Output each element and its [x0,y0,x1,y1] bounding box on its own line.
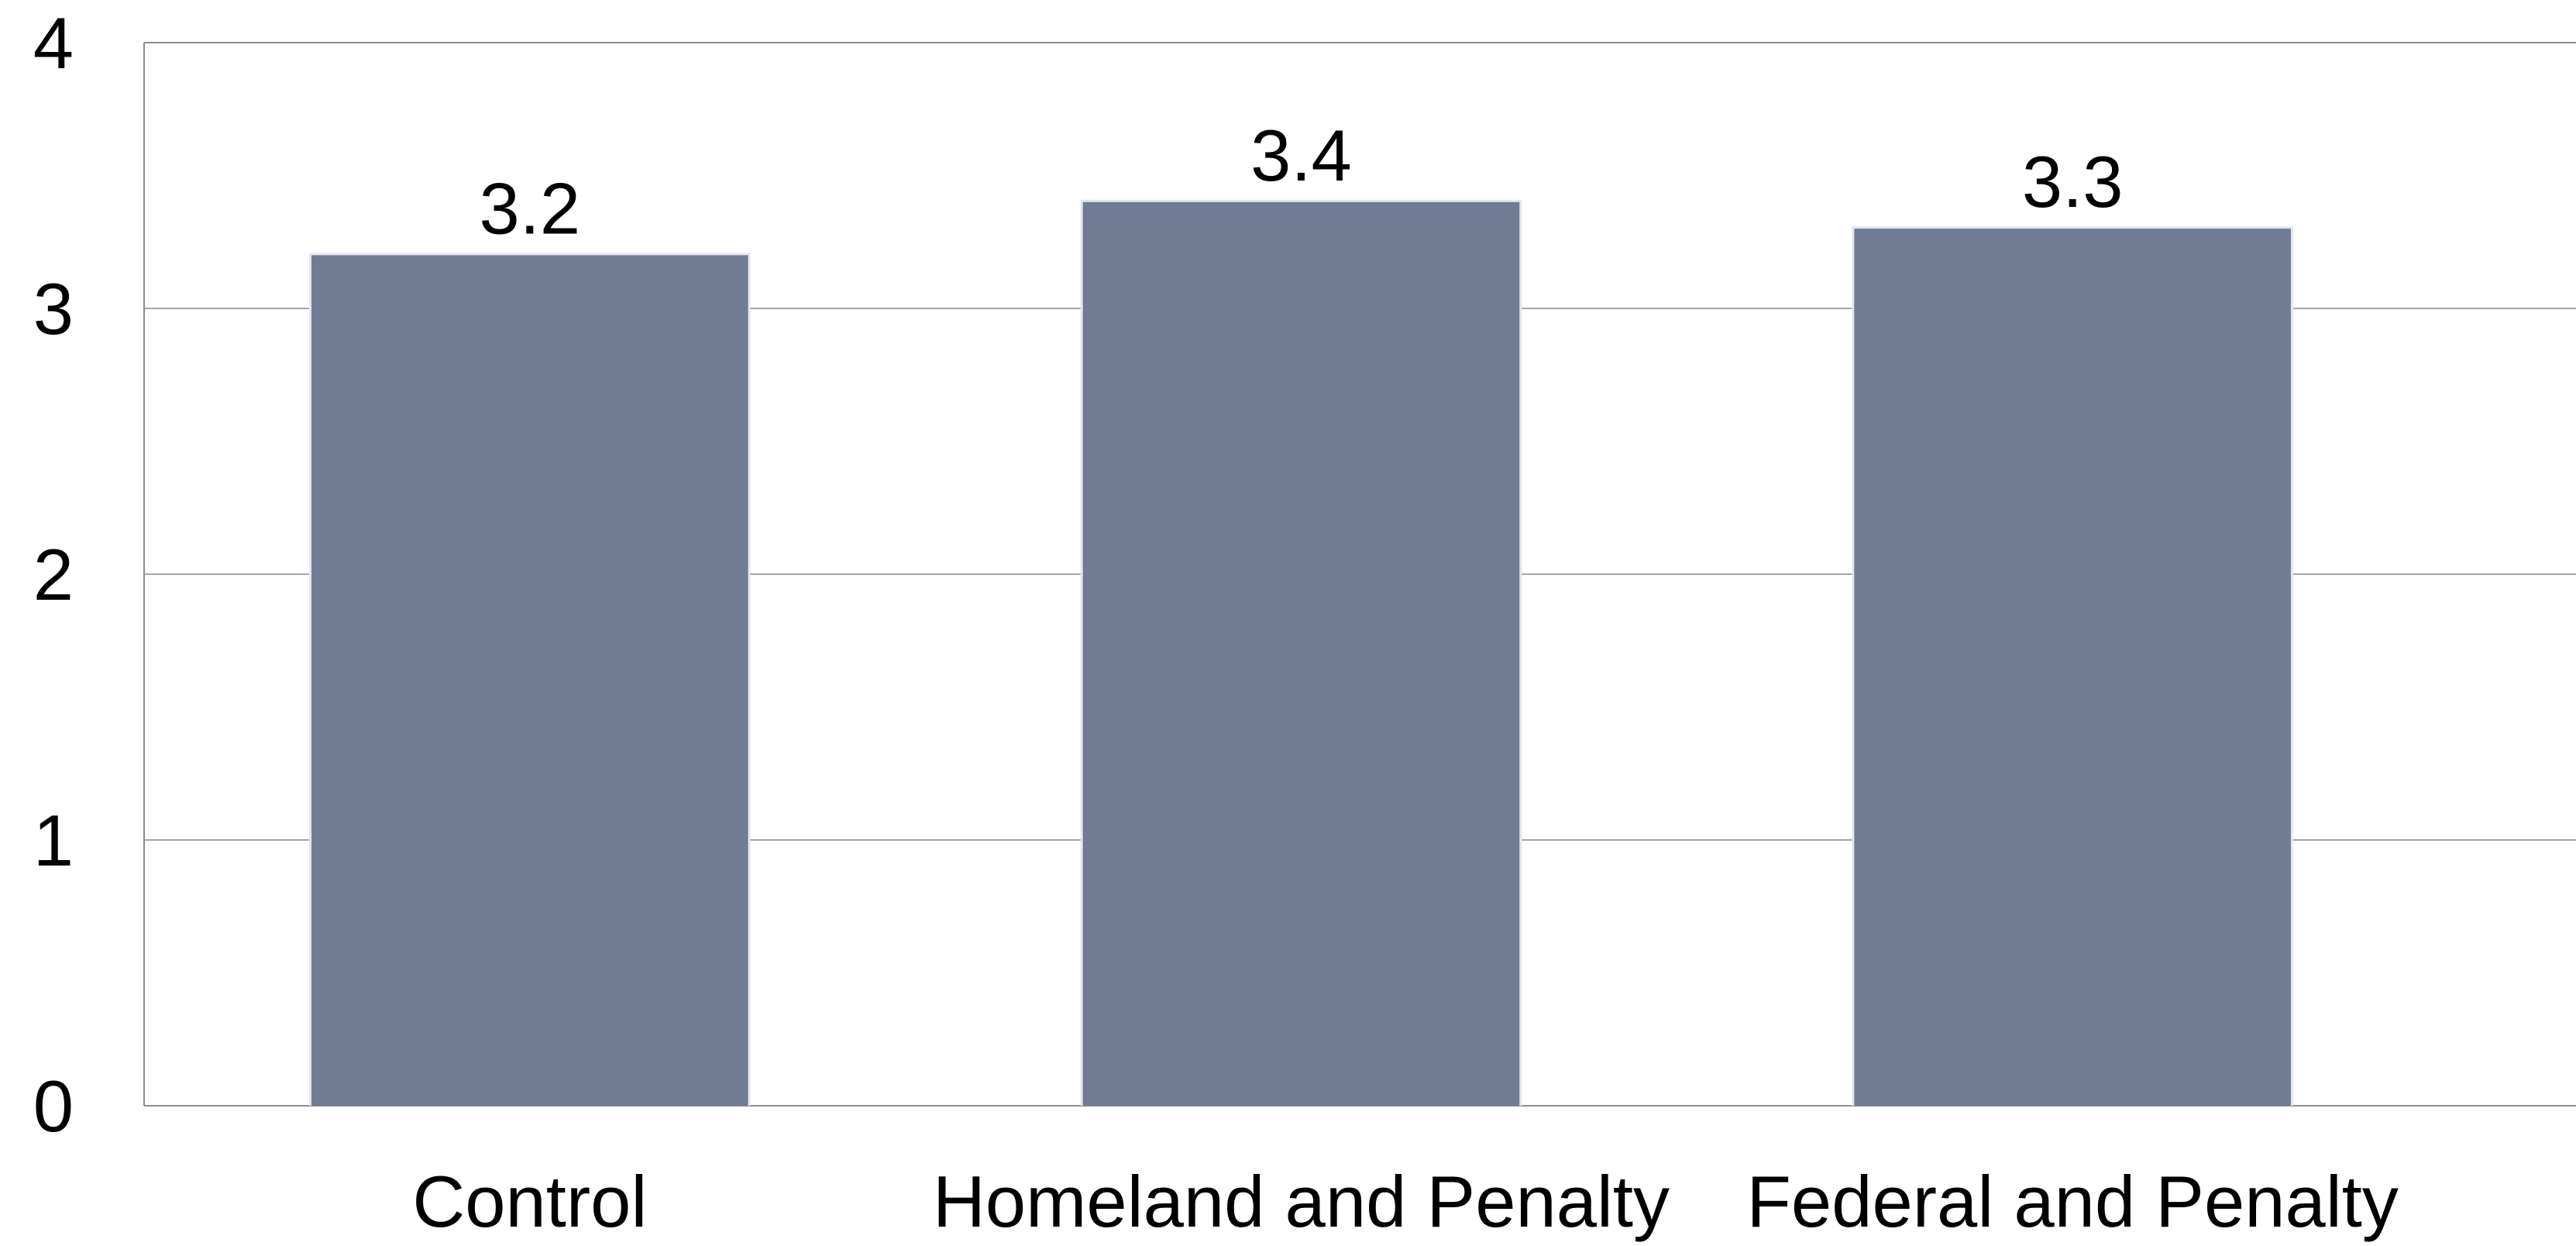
y-tick-label: 0 [33,1065,74,1147]
bar-federal-and-penalty [1854,229,2291,1107]
y-tick-label: 4 [33,2,74,84]
data-label: 3.4 [1250,115,1352,196]
x-category-label: Homeland and Penalty [933,1161,1670,1242]
data-label: 3.2 [479,167,580,249]
y-tick-label: 1 [33,800,74,881]
bar-layer [309,199,2293,1107]
x-category-label: Control [412,1161,647,1242]
data-label: 3.3 [2022,141,2124,222]
bar-homeland-and-penalty [1082,201,1520,1106]
x-category-label: Federal and Penalty [1747,1161,2399,1242]
y-tick-label: 2 [33,534,74,615]
bar-control [311,255,748,1106]
y-tick-label: 3 [33,268,74,349]
label-layer: 3.2 Control 3.4 Homeland and Penalty 3.3 Fede… [412,115,2399,1242]
